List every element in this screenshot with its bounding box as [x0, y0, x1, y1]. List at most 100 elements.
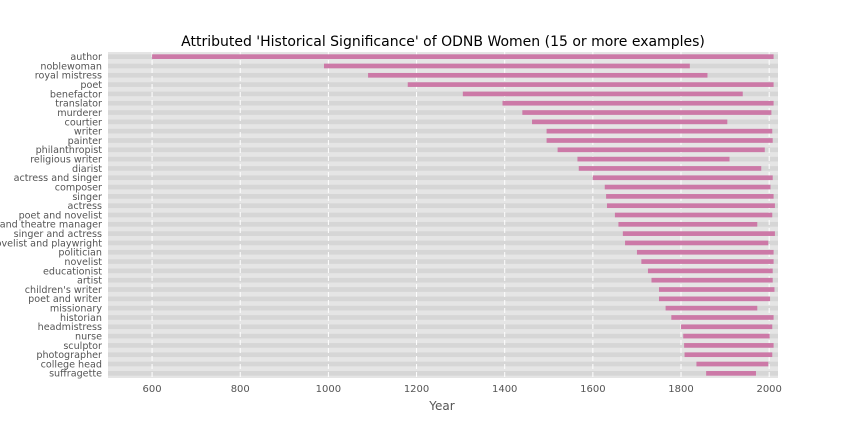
row-band: [108, 371, 778, 376]
category-label: author: [70, 52, 102, 63]
row-band: [108, 128, 778, 134]
category-label: poet: [80, 80, 102, 91]
row-band: [108, 212, 778, 218]
category-label: photographer: [36, 350, 102, 361]
bar-3: [407, 82, 774, 87]
category-label: poet and novelist: [19, 210, 103, 221]
bar-19: [622, 231, 775, 236]
bars: [152, 54, 775, 376]
x-tick-label: 1200: [404, 384, 429, 395]
bar-15: [606, 194, 774, 199]
row-band: [108, 333, 778, 339]
row-band: [108, 296, 778, 302]
row-band: [108, 166, 778, 171]
category-label: college head: [41, 359, 102, 370]
x-tick-label: 600: [143, 384, 162, 395]
row-band: [108, 352, 778, 358]
row-band: [108, 110, 778, 115]
bar-34: [706, 371, 756, 376]
bar-16: [606, 203, 775, 209]
row-band: [108, 91, 778, 97]
bar-10: [557, 147, 765, 153]
bar-13: [592, 175, 773, 181]
category-label: suffragette: [49, 369, 102, 380]
row-band: [108, 100, 778, 106]
bar-8: [546, 128, 773, 134]
category-label: novelist and playwright: [0, 238, 102, 249]
x-tick-label: 1600: [580, 384, 605, 395]
bar-7: [532, 119, 728, 125]
category-label: courtier: [65, 117, 102, 128]
row-band: [108, 231, 778, 236]
row-band: [108, 147, 778, 153]
row-band: [108, 119, 778, 125]
x-tick-label: 800: [231, 384, 250, 395]
bar-22: [641, 259, 774, 264]
bar-32: [684, 352, 773, 358]
bar-14: [604, 184, 771, 190]
row-bands: [108, 54, 778, 376]
row-band: [108, 305, 778, 311]
category-label: headmistress: [38, 322, 102, 333]
category-label: politician: [58, 248, 102, 259]
category-label: missionary: [50, 304, 102, 315]
bar-24: [651, 277, 773, 283]
row-band: [108, 361, 778, 367]
category-label: singer and actress: [14, 229, 102, 240]
bar-26: [658, 296, 771, 302]
row-band: [108, 156, 778, 162]
row-band: [108, 287, 778, 292]
bar-12: [578, 166, 762, 171]
bar-20: [625, 240, 769, 246]
bar-0: [152, 54, 774, 59]
category-label: poet and writer: [28, 294, 102, 305]
row-band: [108, 138, 778, 143]
category-label: children's writer: [25, 285, 102, 296]
bar-30: [683, 333, 770, 339]
row-band: [108, 184, 778, 190]
row-band: [108, 277, 778, 283]
bar-2: [368, 72, 708, 78]
category-label: novelist: [64, 257, 102, 268]
category-label: actress and singer: [14, 173, 102, 184]
row-band: [108, 240, 778, 246]
bar-18: [618, 221, 758, 227]
row-band: [108, 221, 778, 227]
category-label: noblewoman: [40, 61, 102, 72]
category-label: educationist: [43, 266, 102, 277]
category-label: composer: [55, 182, 102, 193]
bar-23: [647, 268, 773, 274]
category-label: religious writer: [30, 155, 102, 166]
row-band: [108, 259, 778, 264]
bar-31: [684, 343, 774, 348]
chart-title: Attributed 'Historical Significance' of …: [181, 34, 705, 50]
category-label: murderer: [57, 108, 102, 119]
category-label: benefactor: [50, 89, 102, 100]
bar-17: [614, 212, 773, 218]
category-label: philanthropist: [36, 145, 103, 156]
bar-28: [671, 315, 774, 320]
category-label: translator: [55, 99, 102, 110]
category-label: diarist: [72, 164, 102, 175]
bar-6: [522, 110, 772, 115]
bar-29: [681, 324, 773, 330]
row-band: [108, 315, 778, 320]
row-band: [108, 343, 778, 348]
row-band: [108, 175, 778, 181]
bar-33: [696, 361, 769, 367]
category-label: singer: [72, 192, 102, 203]
x-axis-label: Year: [428, 399, 454, 413]
x-tick-label: 1400: [492, 384, 517, 395]
category-label: actress and theatre manager: [0, 220, 102, 231]
row-band: [108, 194, 778, 199]
x-tick-label: 2000: [756, 384, 781, 395]
bar-11: [577, 156, 730, 162]
x-tick-labels: 600 800 1000 1200 1400 1600 1800 2000: [143, 384, 782, 395]
category-label: artist: [77, 276, 102, 287]
row-band: [108, 249, 778, 255]
category-label: actress: [67, 201, 102, 212]
category-label: royal mistress: [35, 71, 102, 82]
category-label: sculptor: [63, 341, 102, 352]
row-band: [108, 203, 778, 209]
